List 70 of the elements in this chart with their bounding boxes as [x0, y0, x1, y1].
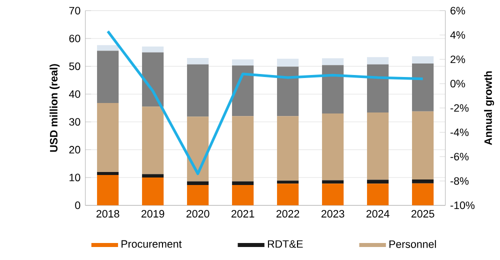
bar: [187, 185, 209, 206]
y2-tick-label: 2%: [450, 56, 466, 64]
bar: [142, 46, 164, 52]
x-tick-label: 2023: [322, 210, 344, 218]
bar: [367, 112, 389, 180]
bar: [97, 102, 119, 172]
bar: [232, 181, 254, 186]
bar: [277, 58, 299, 67]
bar: [97, 172, 119, 176]
y2-axis-title: Annual growth: [484, 71, 494, 146]
y2-tick-label: -2%: [450, 104, 469, 112]
y2-tick-label: 0%: [450, 80, 466, 88]
bar: [187, 64, 209, 117]
bar: [187, 116, 209, 182]
x-tick-label: 2018: [96, 210, 120, 218]
bar: [97, 175, 119, 206]
x-tick-label: 2025: [412, 210, 434, 218]
y-tick-label: 0: [75, 202, 80, 210]
bar: [277, 66, 299, 116]
x-tick-label: 2022: [276, 210, 300, 218]
bar: [367, 64, 389, 112]
bar: [232, 65, 254, 116]
bar: [142, 178, 164, 206]
bar: [142, 174, 164, 178]
y2-tick-label: -10%: [450, 202, 475, 210]
bar: [277, 184, 299, 206]
bar: [367, 180, 389, 184]
bar: [412, 183, 434, 206]
y2-tick-label: -6%: [450, 152, 469, 160]
bar: [367, 57, 389, 64]
bar: [322, 58, 344, 66]
y2-tick-label: -8%: [450, 177, 469, 185]
y-tick-label: 60: [69, 34, 80, 42]
bar: [232, 59, 254, 66]
bar: [277, 180, 299, 184]
bar: [412, 56, 434, 64]
y-tick-label: 70: [69, 6, 80, 14]
bar: [187, 181, 209, 186]
bar: [412, 64, 434, 112]
y-tick-label: 40: [69, 90, 80, 98]
bar: [367, 184, 389, 206]
x-tick-label: 2019: [142, 210, 164, 218]
bar: [277, 116, 299, 181]
bar: [232, 116, 254, 182]
bar: [322, 114, 344, 180]
bar: [142, 106, 164, 174]
bar: [322, 65, 344, 114]
y2-tick-label: -4%: [450, 128, 469, 136]
y-tick-label: 50: [69, 62, 80, 70]
bar: [232, 185, 254, 206]
bar: [322, 184, 344, 206]
y2-tick-label: 6%: [450, 6, 466, 14]
x-tick-label: 2021: [232, 210, 254, 218]
bar: [97, 45, 119, 51]
legend-label: Personnel: [389, 240, 436, 248]
y-axis-title: USD million (real): [50, 64, 60, 152]
legend-label: RDT&E: [268, 240, 303, 248]
bar: [187, 58, 209, 64]
bar: [412, 111, 434, 180]
legend-label: Procurement: [122, 240, 182, 248]
y2-tick-label: 4%: [450, 31, 466, 39]
x-tick-label: 2024: [366, 210, 390, 218]
bar: [142, 52, 164, 107]
bar: [97, 50, 119, 103]
bar: [412, 179, 434, 184]
line-series: [106, 30, 424, 176]
y-tick-label: 10: [70, 174, 80, 182]
y-tick-label: 30: [69, 118, 80, 126]
y-tick-label: 20: [69, 146, 80, 154]
x-tick-label: 2020: [186, 210, 210, 218]
